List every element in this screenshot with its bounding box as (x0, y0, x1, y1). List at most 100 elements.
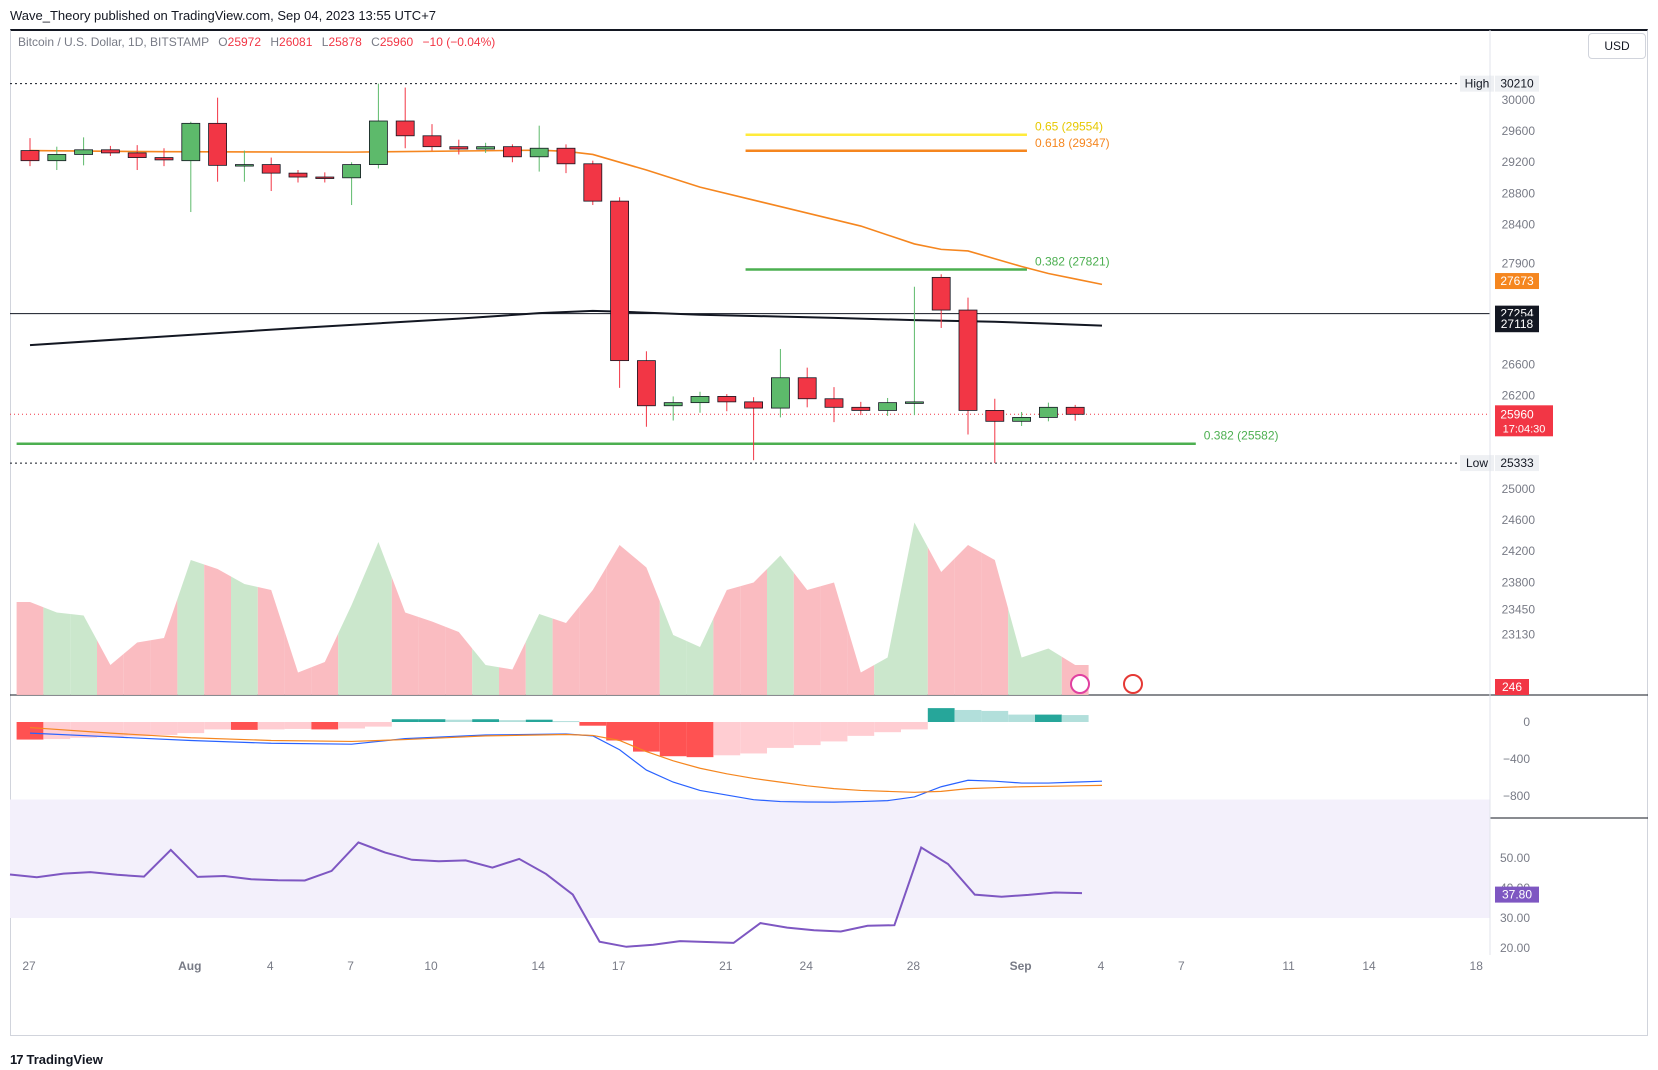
candle-body (101, 149, 120, 154)
x-tick-label: 24 (800, 959, 814, 973)
close-label: C (371, 35, 380, 49)
volume-area (123, 640, 151, 695)
flash-icon (1070, 674, 1090, 694)
candle-body (502, 146, 522, 158)
volume-area (901, 522, 928, 695)
candle-body (663, 402, 683, 407)
macd-histogram-bar (552, 721, 580, 723)
candle-body (288, 172, 308, 178)
macd-histogram-bar (150, 722, 178, 735)
fib-level-label: 0.382 (25582) (1204, 429, 1279, 443)
volume-area (847, 627, 875, 695)
volume-area (713, 586, 741, 695)
candle-body (637, 360, 656, 407)
candle-body (395, 120, 415, 137)
symbol-name[interactable]: Bitcoin / U.S. Dollar, 1D, BITSTAMP (18, 35, 209, 49)
candle-body (368, 120, 388, 165)
macd-histogram-bar (257, 722, 285, 730)
macd-histogram-bar (901, 722, 928, 730)
macd-line (29, 732, 1103, 803)
price-tag-label: Low (1466, 456, 1488, 470)
volume-area (70, 614, 97, 695)
volume-area (257, 587, 285, 695)
macd-histogram-bar (767, 722, 794, 748)
close-value: 25960 (379, 35, 414, 49)
macd-histogram-bar (1008, 714, 1035, 722)
macd-histogram-bar (740, 722, 767, 754)
symbol-legend: Bitcoin / U.S. Dollar, 1D, BITSTAMP O 259… (18, 35, 495, 49)
y-tick-label: 29200 (1502, 155, 1536, 169)
y-tick-label: 26600 (1502, 358, 1536, 372)
macd-histogram-bar (204, 722, 231, 730)
macd-histogram-bar (1035, 714, 1062, 722)
macd-histogram-bar (97, 722, 124, 738)
price-label-text: 27118 (1501, 317, 1534, 331)
macd-signal-line (29, 726, 1103, 793)
high-label: H (270, 35, 280, 49)
volume-area (177, 560, 205, 695)
macd-histogram-bar (365, 722, 392, 727)
macd-histogram-bar (954, 709, 982, 722)
y-tick-label: 26200 (1502, 389, 1536, 403)
x-tick-label: 14 (1362, 959, 1376, 973)
tradingview-brand-text[interactable]: TradingView (26, 1052, 103, 1067)
volume-area (472, 648, 499, 695)
candle-body (931, 276, 951, 311)
candle-body (208, 122, 228, 166)
volume-area (793, 572, 821, 695)
candle-body (1039, 406, 1058, 418)
y-tick-label: 27900 (1502, 256, 1536, 270)
candle-body (342, 164, 362, 179)
macd-histogram-bar (874, 722, 901, 733)
x-tick-label: 10 (424, 959, 438, 973)
currency-button[interactable]: USD (1588, 33, 1646, 59)
price-tag-label: High (1465, 77, 1490, 91)
price-label-box (1495, 455, 1539, 472)
macd-histogram-bar (391, 719, 419, 722)
volume-area (16, 602, 44, 695)
volume-area (552, 606, 580, 695)
open-label: O (218, 35, 228, 49)
volume-area (43, 607, 71, 695)
macd-histogram-bar (820, 722, 848, 742)
y-tick-label: 28400 (1502, 217, 1536, 231)
volume-area (659, 601, 687, 695)
y-tick-label: 25000 (1502, 482, 1536, 496)
macd-histogram-bar (123, 722, 151, 737)
rsi-band (10, 799, 1490, 918)
volume-area (97, 640, 124, 695)
candle-body (529, 147, 549, 158)
candle-body (797, 377, 817, 400)
y-tick-label: 23130 (1502, 627, 1536, 641)
macd-histogram-bar (525, 719, 553, 722)
chart-frame (10, 29, 1648, 1036)
volume-axis-tag (1495, 679, 1529, 695)
volume-area (445, 626, 473, 695)
volume-area (499, 641, 526, 695)
price-label-text: 30210 (1500, 77, 1534, 91)
ma-line (29, 309, 1103, 347)
macd-histogram-bar (686, 722, 714, 758)
volume-area (874, 590, 901, 695)
macd-histogram-bar (177, 722, 205, 734)
x-tick-label: 27 (22, 959, 36, 973)
candle-body (717, 396, 737, 403)
last-price-box (1495, 405, 1553, 437)
candle-body (1012, 417, 1031, 422)
macd-histogram-bar (659, 722, 687, 757)
y-tick-label: 24600 (1502, 513, 1536, 527)
macd-histogram-bar (847, 722, 875, 736)
rsi-current-box (1495, 886, 1539, 903)
volume-area (418, 617, 446, 695)
candle-body (127, 152, 147, 158)
volume-area (150, 599, 178, 695)
macd-histogram-bar (981, 710, 1009, 722)
volume-area (525, 614, 553, 695)
x-tick-label: Sep (1010, 959, 1032, 973)
low-label: L (321, 35, 329, 49)
y-tick-label: 28800 (1502, 186, 1536, 200)
volume-area (606, 545, 633, 695)
candle-body (690, 396, 710, 404)
volume-area (284, 631, 312, 695)
